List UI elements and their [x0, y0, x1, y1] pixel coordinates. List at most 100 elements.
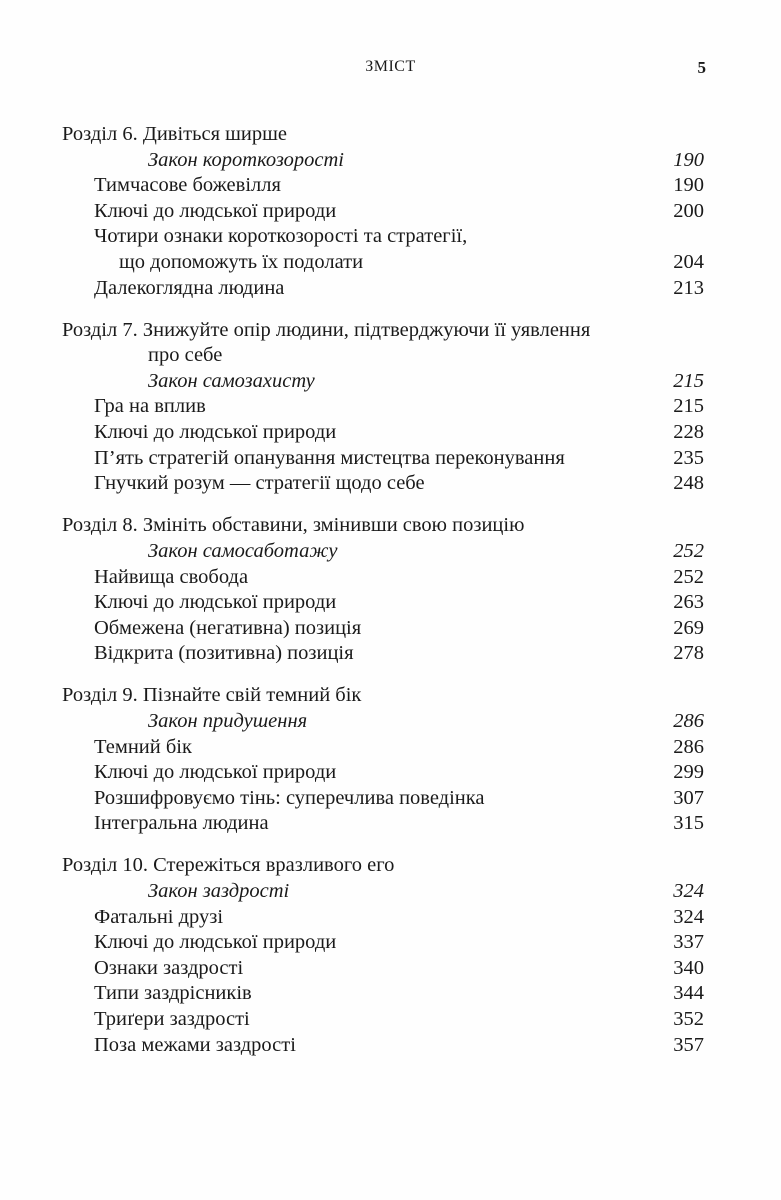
toc-entry-chapter: Розділ 8. Змініть обставини, змінивши св… [62, 513, 704, 539]
toc-entry-law: Закон самосаботажу 252 [62, 539, 704, 565]
toc-entry-item-cont: що допоможуть їх подолати 204 [62, 250, 704, 276]
toc-entry-title: Закон самосаботажу [148, 539, 338, 562]
toc-entry-item: Ключі до людської природи 263 [62, 590, 704, 616]
toc-entry-page: 352 [673, 1008, 704, 1030]
toc-entry-chapter: Розділ 9. Пізнайте свій темний бік [62, 683, 704, 709]
toc-entry-law: Закон короткозорості 190 [62, 148, 704, 174]
toc-entry-page: 263 [673, 591, 704, 614]
toc-entry-title: Закон короткозорості [148, 148, 344, 171]
toc-entry-page: 357 [673, 1033, 704, 1056]
toc-entry-page: 307 [673, 786, 704, 809]
toc-entry-item: Гра на вплив 215 [62, 394, 704, 420]
toc-entry-law: Закон придушення 286 [62, 709, 704, 735]
toc-entry-title: Ключі до людської природи [94, 591, 337, 614]
toc-entry-title: Розділ 7. Знижуйте опір людини, підтверд… [62, 318, 591, 341]
toc-entry-item: Далекоглядна людина 213 [62, 276, 704, 302]
toc-entry-page: 252 [673, 539, 704, 562]
toc-entry-title: Закон придушення [148, 709, 308, 732]
toc-chapter-group: Розділ 10. Стережіться вразливого его Зак… [62, 853, 704, 1058]
toc-entry-item: Ключі до людської природи 200 [62, 199, 704, 225]
toc-entry-title: Фатальні друзі [94, 905, 224, 928]
toc-entry-title: Розшифровуємо тінь: суперечлива поведінк… [94, 786, 485, 809]
toc-entry-item: Відкрита (позитивна) позиція 278 [62, 641, 704, 667]
toc-entry-page: 215 [673, 369, 704, 392]
toc-entry-page: 340 [673, 956, 704, 979]
toc-chapter-group: Розділ 9. Пізнайте свій темний бік Закон … [62, 683, 704, 837]
toc-entry-title: Відкрита (позитивна) позиція [94, 642, 354, 665]
toc-entry-page: 190 [673, 148, 704, 171]
toc-entry-item: Ознаки заздрості 340 [62, 956, 704, 982]
toc-entry-title: П’ять стратегій опанування мистецтва пер… [94, 446, 565, 469]
toc-chapter-group: Розділ 7. Знижуйте опір людини, підтверд… [62, 318, 704, 497]
toc-entry-page: 299 [673, 761, 704, 784]
toc-entry-page: 278 [673, 642, 704, 665]
toc-entry-page: 248 [673, 472, 704, 495]
toc-entry-title: Типи заздрісників [94, 982, 252, 1005]
toc-chapter-group: Розділ 6. Дивіться ширше Закон короткозор… [62, 122, 704, 301]
toc-entry-chapter: Розділ 7. Знижуйте опір людини, підтверд… [62, 318, 704, 344]
toc-entry-page: 337 [673, 931, 704, 954]
toc-entry-title: Ознаки заздрості [94, 956, 244, 979]
toc-entry-title: Тимчасове божевілля [94, 174, 281, 197]
toc-entry-page: 228 [673, 421, 704, 444]
toc-entry-page: 286 [673, 735, 704, 758]
toc-entry-item: Гнучкий розум — стратегії щодо себе 248 [62, 471, 704, 497]
toc-entry-item: Обмежена (негативна) позиція 269 [62, 616, 704, 642]
toc-entry-page: 269 [673, 616, 704, 639]
toc-entry-title: Закон заздрості [148, 880, 290, 903]
toc-entry-item: Ключі до людської природи 228 [62, 420, 704, 446]
toc-entry-title: Розділ 8. Змініть обставини, змінивши св… [62, 514, 525, 537]
toc-entry-item: Розшифровуємо тінь: суперечлива поведінк… [62, 786, 704, 812]
toc-entry-item: Інтегральна людина 315 [62, 811, 704, 837]
toc-entry-title: Обмежена (негативна) позиція [94, 616, 362, 639]
toc-entry-title: Розділ 6. Дивіться ширше [62, 123, 288, 145]
toc-entry-title: Ключі до людської природи [94, 761, 337, 784]
toc-entry-page: 315 [673, 812, 704, 835]
running-head-title: ЗМІСТ [365, 58, 416, 75]
toc-entry-title: Закон самозахисту [148, 369, 315, 392]
toc-entry-item: П’ять стратегій опанування мистецтва пер… [62, 446, 704, 472]
toc-entry-title: Розділ 10. Стережіться вразливого его [62, 854, 395, 877]
toc-entry-item: Триґери заздрості 352 [62, 1007, 704, 1033]
table-of-contents: Розділ 6. Дивіться ширше Закон короткозор… [62, 122, 704, 1075]
toc-entry-title: Гнучкий розум — стратегії щодо себе [94, 472, 425, 495]
toc-entry-item: Ключі до людської природи 299 [62, 760, 704, 786]
toc-entry-title: що допоможуть їх подолати [119, 250, 364, 273]
toc-entry-page: 200 [673, 199, 704, 222]
toc-entry-page: 204 [673, 250, 704, 273]
toc-entry-title: Інтегральна людина [94, 812, 269, 835]
toc-entry-page: 235 [673, 446, 704, 469]
toc-entry-title: Ключі до людської природи [94, 421, 337, 444]
toc-entry-item: Темний бік 286 [62, 735, 704, 761]
toc-entry-chapter: Розділ 6. Дивіться ширше [62, 122, 704, 148]
toc-entry-item: Найвища свобода 252 [62, 565, 704, 591]
toc-entry-item: Фатальні друзі 324 [62, 905, 704, 931]
toc-entry-law: Закон заздрості 324 [62, 879, 704, 905]
toc-entry-page: 286 [673, 709, 704, 732]
toc-entry-page: 190 [673, 174, 704, 197]
toc-entry-title: Гра на вплив [94, 395, 206, 418]
toc-entry-title: Темний бік [94, 735, 192, 758]
toc-entry-law: Закон самозахисту 215 [62, 369, 704, 395]
page-number: 5 [697, 58, 707, 77]
toc-entry-chapter: Розділ 10. Стережіться вразливого его [62, 853, 704, 879]
toc-entry-page: 213 [673, 276, 704, 299]
toc-entry-title: Розділ 9. Пізнайте свій темний бік [62, 684, 362, 707]
toc-entry-title: Далекоглядна людина [94, 276, 285, 299]
toc-entry-title: Чотири ознаки короткозорості та стратегі… [94, 225, 468, 248]
toc-entry-title: Найвища свобода [94, 565, 249, 588]
toc-entry-item: Типи заздрісників 344 [62, 981, 704, 1007]
toc-entry-title: Триґери заздрості [94, 1008, 250, 1030]
toc-entry-title: про себе [148, 344, 223, 367]
toc-entry-item: Чотири ознаки короткозорості та стратегі… [62, 224, 704, 250]
toc-chapter-group: Розділ 8. Змініть обставини, змінивши св… [62, 513, 704, 667]
toc-entry-page: 344 [673, 982, 704, 1005]
toc-entry-chapter-cont: про себе [62, 343, 704, 369]
toc-entry-item: Поза межами заздрості 357 [62, 1033, 704, 1059]
toc-entry-page: 324 [673, 880, 704, 903]
toc-entry-page: 324 [673, 905, 704, 928]
toc-entry-page: 252 [673, 565, 704, 588]
toc-entry-item: Ключі до людської природи 337 [62, 930, 704, 956]
toc-entry-title: Ключі до людської природи [94, 199, 337, 222]
toc-entry-page: 215 [673, 395, 704, 418]
